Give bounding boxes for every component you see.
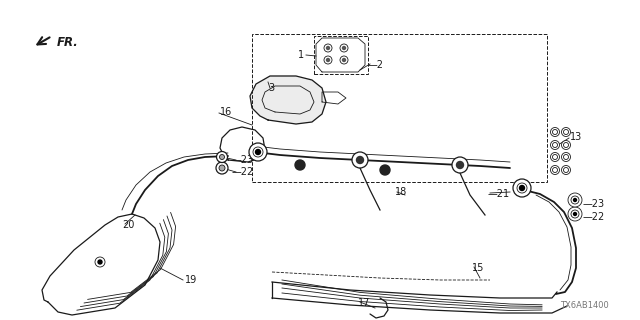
Circle shape [573, 198, 577, 202]
Text: 15: 15 [472, 263, 484, 273]
Circle shape [561, 165, 570, 174]
Circle shape [552, 130, 557, 134]
Circle shape [249, 143, 267, 161]
Circle shape [253, 147, 263, 157]
Circle shape [568, 207, 582, 221]
Text: —22: —22 [583, 212, 605, 222]
Circle shape [324, 44, 332, 52]
Text: TX6AB1400: TX6AB1400 [560, 301, 609, 310]
Circle shape [326, 46, 330, 50]
Circle shape [520, 186, 525, 190]
Text: 3: 3 [268, 83, 274, 93]
Circle shape [216, 151, 227, 163]
Circle shape [552, 142, 557, 148]
Circle shape [380, 165, 390, 175]
Circle shape [340, 44, 348, 52]
Text: 18: 18 [395, 187, 407, 197]
Text: 17: 17 [358, 298, 371, 308]
Circle shape [550, 140, 559, 149]
Circle shape [342, 46, 346, 50]
Circle shape [563, 155, 568, 159]
Polygon shape [250, 76, 326, 124]
Text: —21: —21 [488, 189, 510, 199]
Circle shape [452, 157, 468, 173]
Circle shape [561, 127, 570, 137]
Text: 13: 13 [570, 132, 582, 142]
Circle shape [552, 167, 557, 172]
Circle shape [573, 212, 577, 215]
Circle shape [326, 59, 330, 61]
Text: —23: —23 [583, 199, 605, 209]
Circle shape [550, 153, 559, 162]
Text: —2: —2 [368, 60, 384, 70]
Circle shape [571, 210, 579, 218]
Circle shape [550, 127, 559, 137]
Circle shape [356, 156, 364, 164]
Circle shape [216, 162, 228, 174]
Circle shape [295, 160, 305, 170]
Circle shape [561, 153, 570, 162]
Circle shape [513, 179, 531, 197]
Text: 20: 20 [122, 220, 134, 230]
Bar [314, 36, 368, 74]
Circle shape [552, 155, 557, 159]
Bar [252, 34, 547, 182]
Text: FR.: FR. [57, 36, 79, 49]
Circle shape [561, 140, 570, 149]
Circle shape [255, 149, 260, 155]
Circle shape [568, 193, 582, 207]
Circle shape [517, 183, 527, 193]
Circle shape [220, 155, 225, 159]
Text: —22: —22 [232, 167, 254, 177]
Circle shape [456, 162, 463, 169]
Circle shape [563, 130, 568, 134]
Circle shape [98, 260, 102, 264]
Circle shape [95, 257, 105, 267]
Circle shape [563, 167, 568, 172]
Circle shape [342, 59, 346, 61]
Text: 1: 1 [298, 50, 304, 60]
Circle shape [352, 152, 368, 168]
Circle shape [571, 196, 579, 204]
Text: 19: 19 [185, 275, 197, 285]
Text: —23: —23 [232, 155, 254, 165]
Text: 16: 16 [220, 107, 232, 117]
Circle shape [340, 56, 348, 64]
Circle shape [550, 165, 559, 174]
Circle shape [219, 165, 225, 171]
Circle shape [563, 142, 568, 148]
Circle shape [324, 56, 332, 64]
